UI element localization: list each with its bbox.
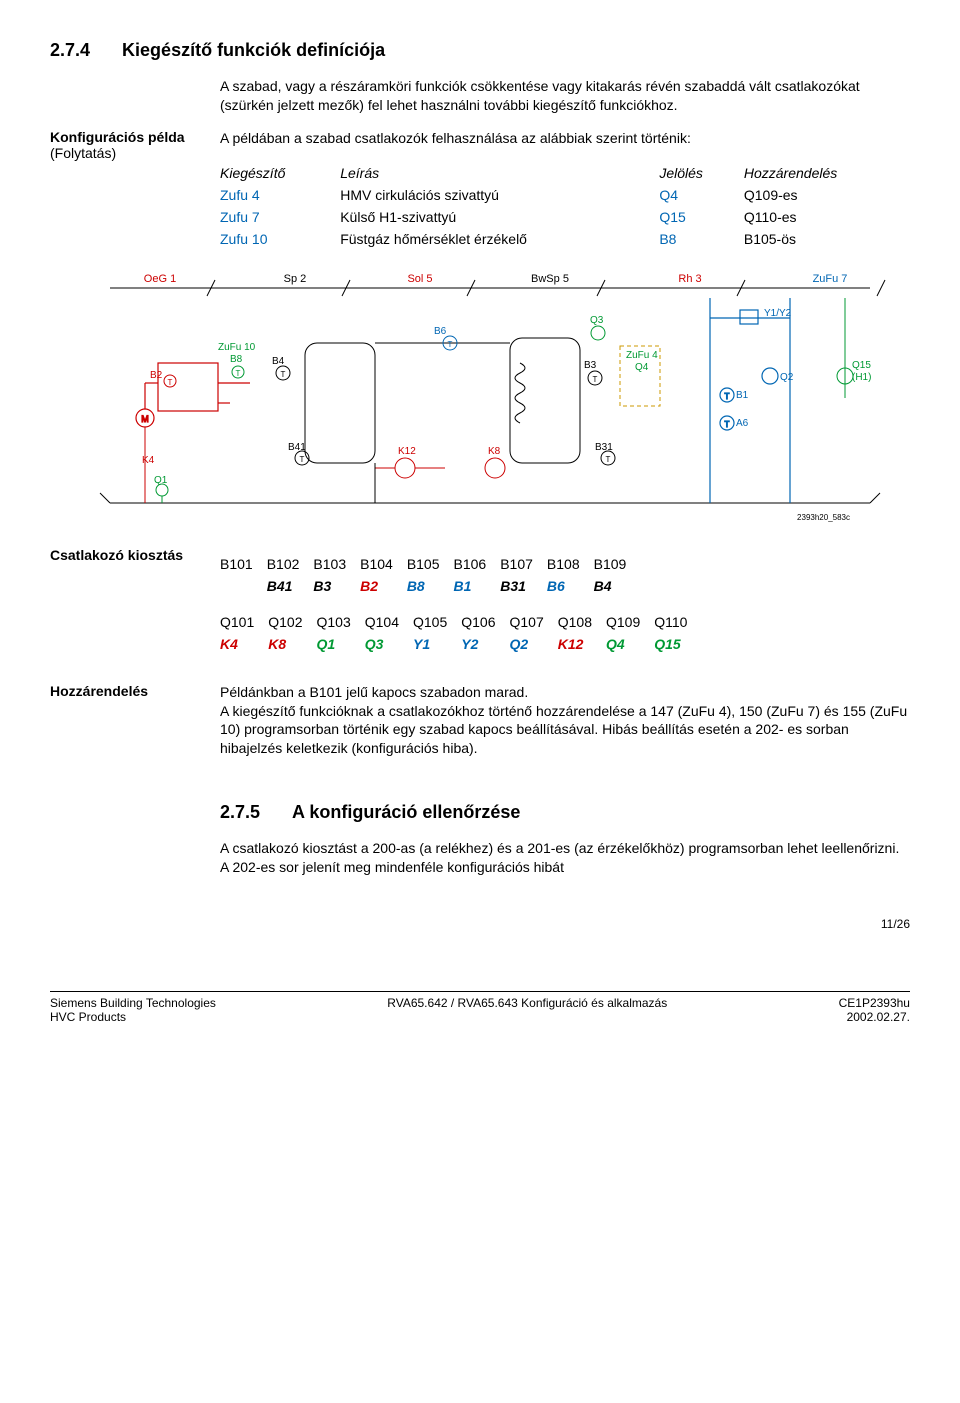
svg-text:OeG 1: OeG 1: [144, 273, 176, 285]
svg-text:T: T: [606, 455, 611, 464]
svg-text:ZuFu 10: ZuFu 10: [218, 342, 256, 353]
table-row: Zufu 7 Külső H1-szivattyú Q15 Q110-es: [220, 206, 910, 228]
svg-text:Q4: Q4: [635, 362, 649, 373]
svg-text:Q2: Q2: [780, 372, 794, 383]
example-intro: A példában a szabad csatlakozók felhaszn…: [220, 129, 910, 148]
page-count: 11/26: [50, 917, 910, 931]
svg-text:(H1): (H1): [852, 372, 871, 383]
schematic-svg: OeG 1Sp 2Sol 5BwSp 5Rh 3ZuFu 7 M K4 Q1 T…: [50, 268, 910, 528]
svg-text:B1: B1: [736, 390, 749, 401]
side-label-config-example: Konfigurációs példa (Folytatás): [50, 129, 220, 161]
table-row-header: Q101Q102Q103Q104Q105Q106Q107Q108Q109Q110: [220, 611, 701, 633]
svg-text:T: T: [300, 455, 305, 464]
section-num: 2.7.4: [50, 40, 90, 61]
svg-text:T: T: [725, 420, 730, 429]
svg-text:B2: B2: [150, 370, 163, 381]
table-row: K4K8Q1Q3Y1Y2Q2K12Q4Q15: [220, 633, 701, 655]
svg-text:Y1/Y2: Y1/Y2: [764, 308, 792, 319]
section-num: 2.7.5: [220, 802, 260, 823]
section-2-7-4-heading: 2.7.4 Kiegészítő funkciók definíciója: [50, 40, 910, 61]
table-row: Zufu 10 Füstgáz hőmérséklet érzékelő B8 …: [220, 228, 910, 250]
check-paragraph: A csatlakozó kiosztást a 200-as (a relék…: [220, 839, 910, 877]
table-row-header: B101B102B103B104B105B106B107B108B109: [220, 553, 654, 575]
svg-text:B4: B4: [272, 356, 285, 367]
svg-text:K12: K12: [398, 446, 416, 457]
section-2-7-5-heading: 2.7.5 A konfiguráció ellenőrzése: [220, 802, 910, 823]
svg-text:K4: K4: [142, 455, 155, 466]
svg-text:Rh 3: Rh 3: [678, 273, 701, 285]
page-footer: Siemens Building Technologies HVC Produc…: [50, 991, 910, 1024]
svg-text:T: T: [593, 375, 598, 384]
side-label-assignment: Hozzárendelés: [50, 683, 220, 699]
hydraulic-schematic-diagram: OeG 1Sp 2Sol 5BwSp 5Rh 3ZuFu 7 M K4 Q1 T…: [50, 268, 910, 531]
svg-text:A6: A6: [736, 418, 749, 429]
svg-text:B3: B3: [584, 360, 597, 371]
section-title: Kiegészítő funkciók definíciója: [122, 40, 385, 61]
svg-text:ZuFu 4: ZuFu 4: [626, 350, 658, 361]
svg-text:Sol 5: Sol 5: [407, 273, 432, 285]
intro-paragraph: A szabad, vagy a részáramköri funkciók c…: [220, 77, 910, 115]
svg-text:Q15: Q15: [852, 360, 871, 371]
side-label-csatlakozo: Csatlakozó kiosztás: [50, 547, 220, 563]
supplement-table: Kiegészítő Leírás Jelölés Hozzárendelés …: [220, 162, 910, 250]
svg-text:B31: B31: [595, 442, 613, 453]
table-header-row: Kiegészítő Leírás Jelölés Hozzárendelés: [220, 162, 910, 184]
terminal-alloc-table-b: B101B102B103B104B105B106B107B108B109 B41…: [220, 553, 654, 597]
svg-text:K8: K8: [488, 446, 501, 457]
svg-text:B8: B8: [230, 354, 243, 365]
svg-text:ZuFu 7: ZuFu 7: [813, 273, 848, 285]
table-row: Zufu 4 HMV cirkulációs szivattyú Q4 Q109…: [220, 184, 910, 206]
diagram-ref: 2393h20_583c: [797, 513, 850, 522]
svg-text:T: T: [236, 369, 241, 378]
section-title: A konfiguráció ellenőrzése: [292, 802, 520, 823]
svg-text:B6: B6: [434, 326, 447, 337]
terminal-alloc-table-q: Q101Q102Q103Q104Q105Q106Q107Q108Q109Q110…: [220, 611, 701, 655]
svg-text:T: T: [168, 378, 173, 387]
svg-text:M: M: [141, 414, 149, 424]
svg-text:T: T: [448, 340, 453, 349]
svg-text:BwSp 5: BwSp 5: [531, 273, 569, 285]
assignment-paragraph: Példánkban a B101 jelű kapocs szabadon m…: [220, 683, 910, 759]
svg-text:B41: B41: [288, 442, 306, 453]
svg-text:Q3: Q3: [590, 315, 604, 326]
table-row: B41B3B2B8B1B31B6B4: [220, 575, 654, 597]
svg-text:T: T: [281, 370, 286, 379]
svg-text:Sp 2: Sp 2: [284, 273, 307, 285]
svg-text:T: T: [725, 392, 730, 401]
